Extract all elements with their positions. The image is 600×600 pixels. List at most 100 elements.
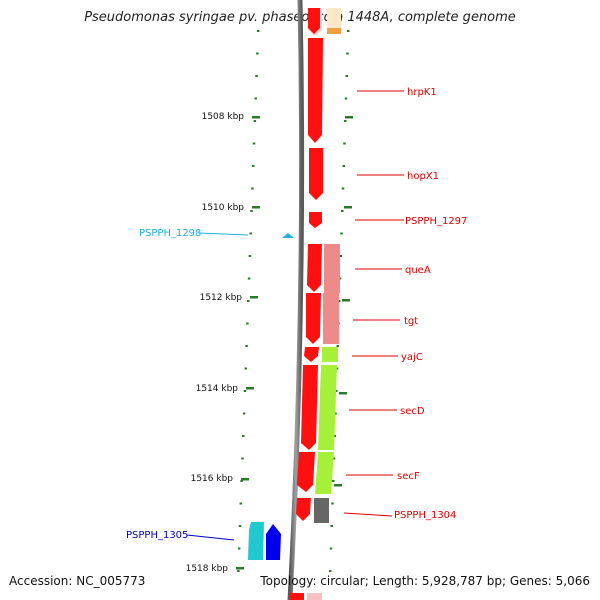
track-dot (247, 300, 250, 302)
track-dot (338, 300, 341, 302)
genome-backbone (287, 0, 305, 600)
track-dot (238, 525, 242, 527)
gene-label[interactable]: PSPPH_1305 (126, 530, 188, 541)
cog-block (324, 244, 340, 293)
track-dot (341, 210, 344, 212)
track-dot (335, 390, 338, 392)
right-tick-mark (344, 206, 352, 209)
gene-label[interactable]: PSPPH_1304 (394, 510, 456, 521)
ruler-tick-label: 1508 kbp (202, 112, 245, 122)
track-dot (242, 412, 246, 415)
cds-partial[interactable] (290, 593, 304, 600)
track-dot (240, 480, 243, 482)
ruler-tick-label: 1510 kbp (202, 203, 245, 213)
track-dot (332, 457, 336, 460)
track-dot (256, 52, 259, 55)
track-dot (247, 277, 251, 280)
ruler-tick-1514: 1514 kbp (196, 384, 254, 394)
gene-label[interactable]: secD (400, 406, 425, 417)
track-dot (243, 390, 247, 392)
cds-arrow[interactable] (297, 452, 315, 492)
track-dot (344, 97, 348, 100)
cog-partial[interactable] (327, 28, 341, 34)
track-dot (242, 435, 245, 437)
label-leader (198, 232, 249, 236)
gene-label[interactable]: PSPPH_1298 (139, 228, 201, 239)
gene-bottom-partial[interactable] (290, 593, 322, 600)
track-dot (331, 502, 334, 505)
track-dot (333, 435, 336, 437)
left-track-dots (237, 30, 260, 572)
right-tick-mark (342, 299, 350, 302)
cog-block (318, 365, 337, 450)
gene-label[interactable]: tgt (404, 316, 418, 327)
genes-count: Genes: 5,066 (509, 574, 590, 588)
track-dot (255, 75, 258, 77)
gene-PSPPH_1305[interactable]: PSPPH_1305 (126, 522, 281, 560)
track-dot (252, 142, 256, 145)
track-dot (256, 30, 260, 32)
cds-arrow[interactable] (304, 347, 319, 362)
cds-arrow[interactable] (301, 365, 318, 450)
track-dot (237, 570, 240, 572)
cog-partial (307, 593, 322, 600)
ruler-tick-1508: 1508 kbp (202, 112, 260, 122)
track-dot (254, 97, 257, 100)
gene-label[interactable]: hrpK1 (407, 87, 437, 98)
cds-arrow[interactable] (307, 244, 322, 292)
gene-secF[interactable]: secF (297, 452, 420, 494)
track-dot (330, 525, 333, 527)
track-dot (249, 232, 252, 235)
gene-label[interactable]: hopX1 (407, 171, 439, 182)
cds-arrow[interactable] (308, 38, 323, 143)
track-dot (248, 255, 252, 257)
gene-label[interactable]: PSPPH_1297 (405, 216, 467, 227)
track-dot (335, 367, 339, 370)
cds-arrow[interactable] (309, 148, 323, 200)
ruler-tick-label: 1514 kbp (196, 384, 239, 394)
cds-arrow[interactable] (306, 293, 321, 344)
track-dot (329, 570, 332, 572)
gene-queA[interactable]: queA (307, 244, 431, 293)
track-dot (347, 30, 350, 32)
ruler-tick-label: 1516 kbp (191, 474, 234, 484)
cds-partial[interactable] (308, 8, 320, 34)
gene-yajC[interactable]: yajC (304, 347, 423, 363)
gene-top-partial[interactable] (308, 8, 341, 36)
gene-label[interactable]: queA (405, 265, 431, 276)
gene-hrpK1[interactable]: hrpK1 (308, 38, 437, 143)
track-dot (251, 165, 255, 167)
cds-arrow[interactable] (282, 233, 294, 238)
gene-label[interactable]: secF (397, 471, 420, 482)
cds-arrow[interactable] (309, 212, 322, 228)
track-dot (336, 345, 339, 347)
accession-info: Accession: NC_005773 (9, 574, 146, 588)
track-dot (245, 345, 248, 347)
right-tick-mark (339, 392, 347, 395)
cds-arrow-cyan[interactable] (248, 522, 264, 560)
track-dot (332, 480, 335, 482)
ruler-tick-label: 1518 kbp (186, 564, 229, 574)
gene-hopX1[interactable]: hopX1 (309, 148, 439, 200)
label-leader (186, 534, 235, 541)
gene-secD[interactable]: secD (301, 365, 425, 450)
track-dot (343, 142, 346, 145)
ruler-tick-1510: 1510 kbp (202, 203, 260, 213)
track-dot (239, 502, 243, 505)
right-tick-mark (345, 116, 353, 119)
gene-PSPPH_1298[interactable]: PSPPH_1298 (139, 228, 294, 239)
cds-arrow-blue[interactable] (266, 524, 281, 560)
track-dot (251, 187, 254, 190)
cds-arrow[interactable] (296, 498, 311, 521)
gene-label[interactable]: yajC (401, 352, 423, 363)
cog-block (322, 347, 338, 362)
cog-block (314, 498, 329, 523)
gene-PSPPH_1304[interactable]: PSPPH_1304 (296, 498, 456, 523)
track-dot (250, 210, 253, 212)
ruler-tick-mark (236, 567, 244, 570)
gene-PSPPH_1297[interactable]: PSPPH_1297 (309, 212, 467, 228)
gene-tgt[interactable]: tgt (306, 293, 418, 344)
cog-partial-shadow (327, 8, 341, 34)
